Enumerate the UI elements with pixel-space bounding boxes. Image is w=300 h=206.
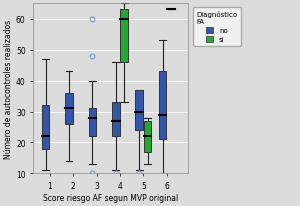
- Y-axis label: Número de autocontroles realizados: Número de autocontroles realizados: [4, 20, 13, 158]
- Bar: [121, 10, 128, 63]
- Bar: [65, 94, 73, 124]
- Bar: [88, 109, 96, 137]
- X-axis label: Score riesgo AF segun MVP original: Score riesgo AF segun MVP original: [43, 193, 178, 202]
- Legend: no, si: no, si: [193, 8, 241, 47]
- Bar: [112, 103, 120, 137]
- Bar: [42, 106, 49, 149]
- Bar: [136, 90, 143, 130]
- Bar: [159, 72, 166, 140]
- Bar: [144, 121, 152, 152]
